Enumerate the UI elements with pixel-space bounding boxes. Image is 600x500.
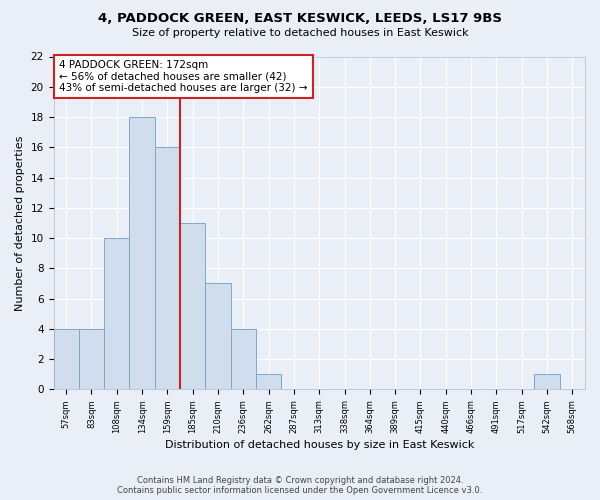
- Bar: [79, 329, 104, 390]
- Bar: [53, 329, 79, 390]
- Bar: [130, 117, 155, 390]
- Text: Contains public sector information licensed under the Open Government Licence v3: Contains public sector information licen…: [118, 486, 482, 495]
- Bar: [230, 329, 256, 390]
- Text: Contains HM Land Registry data © Crown copyright and database right 2024.: Contains HM Land Registry data © Crown c…: [137, 476, 463, 485]
- Text: 4 PADDOCK GREEN: 172sqm
← 56% of detached houses are smaller (42)
43% of semi-de: 4 PADDOCK GREEN: 172sqm ← 56% of detache…: [59, 60, 307, 93]
- Bar: [104, 238, 130, 390]
- Bar: [256, 374, 281, 390]
- Text: Size of property relative to detached houses in East Keswick: Size of property relative to detached ho…: [131, 28, 469, 38]
- Bar: [180, 223, 205, 390]
- X-axis label: Distribution of detached houses by size in East Keswick: Distribution of detached houses by size …: [164, 440, 474, 450]
- Text: 4, PADDOCK GREEN, EAST KESWICK, LEEDS, LS17 9BS: 4, PADDOCK GREEN, EAST KESWICK, LEEDS, L…: [98, 12, 502, 26]
- Bar: [205, 284, 230, 390]
- Y-axis label: Number of detached properties: Number of detached properties: [15, 135, 25, 310]
- Bar: [535, 374, 560, 390]
- Bar: [155, 148, 180, 390]
